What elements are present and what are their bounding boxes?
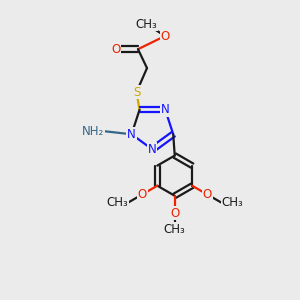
Text: CH₃: CH₃ [106, 196, 128, 209]
Text: CH₃: CH₃ [164, 223, 186, 236]
Text: O: O [138, 188, 147, 201]
Text: O: O [160, 29, 169, 43]
Text: O: O [170, 207, 179, 220]
Text: O: O [202, 188, 212, 201]
Text: CH₃: CH₃ [221, 196, 243, 209]
Text: CH₃: CH₃ [136, 17, 157, 31]
Text: S: S [133, 85, 140, 99]
Text: N: N [161, 103, 170, 116]
Text: NH₂: NH₂ [82, 125, 105, 138]
Text: N: N [127, 128, 136, 141]
Text: N: N [148, 143, 157, 156]
Text: O: O [111, 43, 120, 56]
